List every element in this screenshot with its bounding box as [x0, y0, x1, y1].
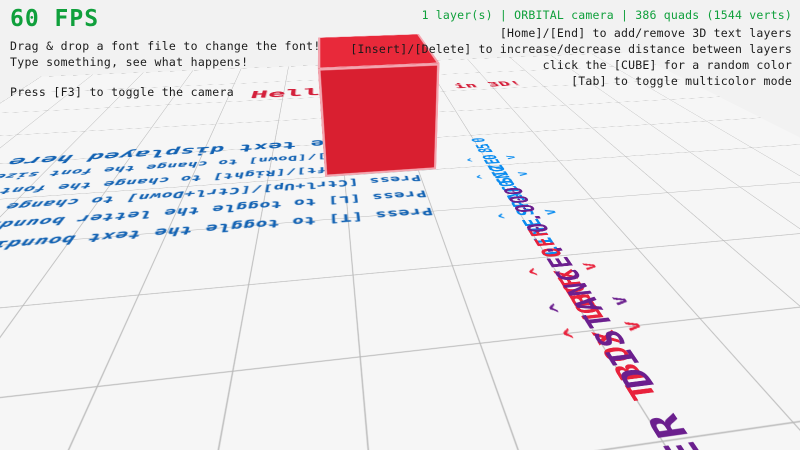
cube-face-back	[317, 63, 440, 177]
cube-object[interactable]	[317, 33, 440, 177]
